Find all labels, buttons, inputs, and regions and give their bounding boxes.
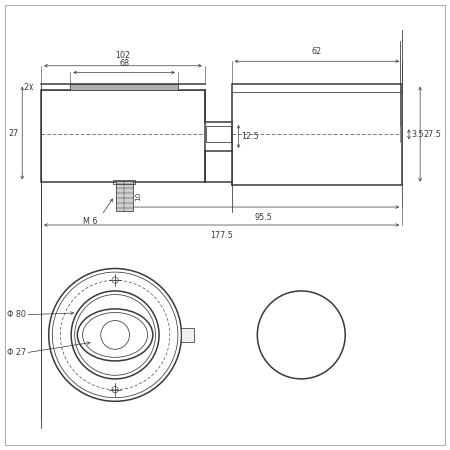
Bar xyxy=(116,181,133,211)
Text: 62: 62 xyxy=(312,47,322,56)
Text: 177.5: 177.5 xyxy=(210,231,233,240)
Text: 2: 2 xyxy=(23,82,28,91)
Text: Φ 27: Φ 27 xyxy=(7,348,27,357)
Text: 10: 10 xyxy=(135,191,141,201)
Text: 3.5: 3.5 xyxy=(412,130,424,139)
Text: 95.5: 95.5 xyxy=(254,213,272,222)
Bar xyxy=(232,84,402,184)
Bar xyxy=(181,328,194,342)
Bar xyxy=(70,84,178,90)
Text: 12.5: 12.5 xyxy=(241,132,259,141)
Bar xyxy=(113,180,135,184)
Text: 68: 68 xyxy=(119,59,129,68)
Bar xyxy=(41,90,205,182)
Text: Φ 80: Φ 80 xyxy=(7,310,26,319)
Bar xyxy=(206,126,231,143)
Text: M 6: M 6 xyxy=(83,217,98,226)
Text: 27: 27 xyxy=(9,129,18,138)
Text: 102: 102 xyxy=(115,51,130,60)
Text: 27.5: 27.5 xyxy=(424,130,441,139)
